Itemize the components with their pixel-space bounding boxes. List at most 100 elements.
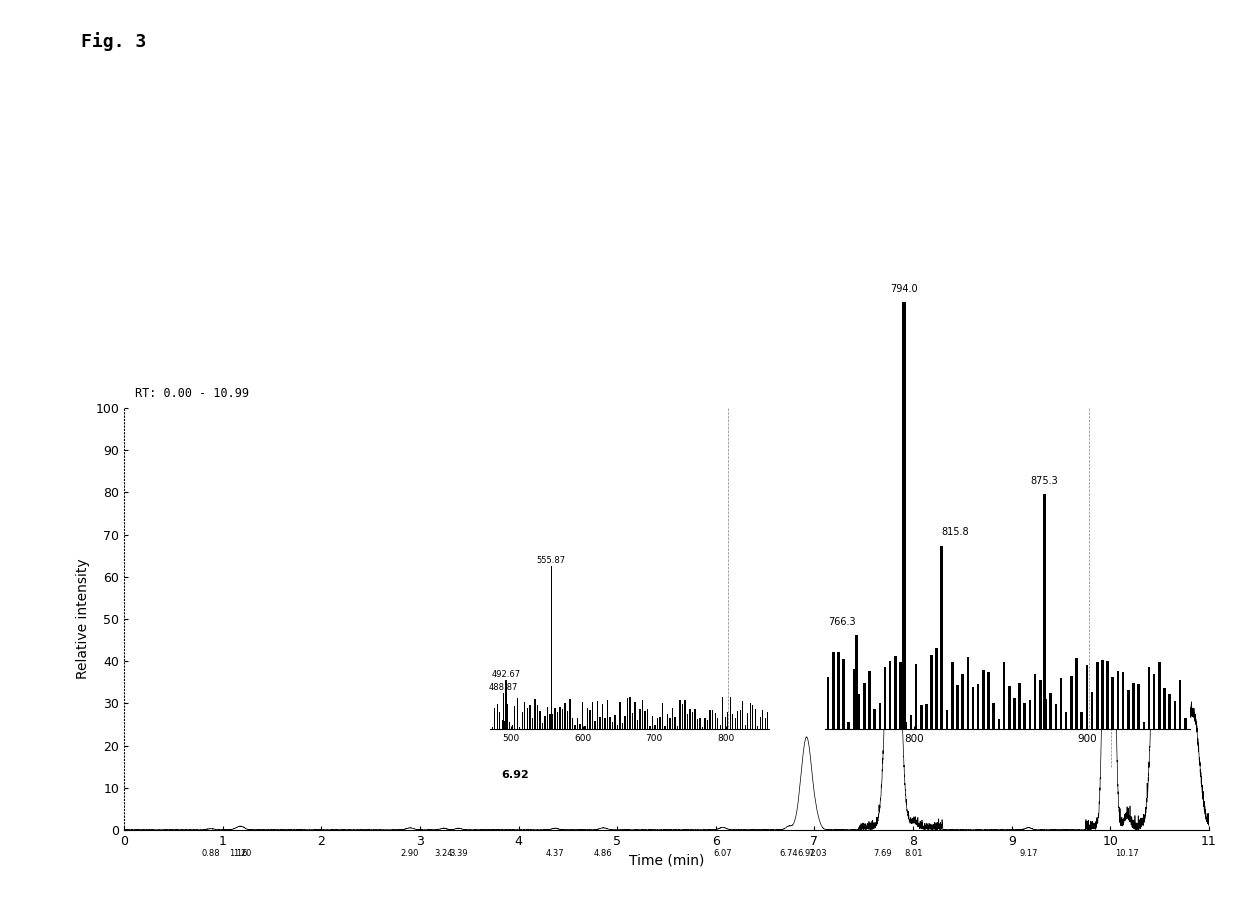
Bar xyxy=(889,661,892,729)
Text: Fig. 3: Fig. 3 xyxy=(81,32,146,51)
Bar xyxy=(574,724,575,729)
Bar xyxy=(1117,671,1120,729)
Bar xyxy=(500,712,501,729)
Bar xyxy=(662,703,663,729)
Bar xyxy=(520,727,521,729)
Bar xyxy=(1075,657,1078,729)
Bar xyxy=(1173,702,1177,729)
Bar xyxy=(697,719,698,729)
Bar xyxy=(677,726,678,729)
Bar xyxy=(1080,713,1083,729)
Bar xyxy=(729,697,730,729)
Bar xyxy=(734,718,735,729)
Bar xyxy=(506,680,507,729)
Bar xyxy=(746,713,749,729)
Bar xyxy=(507,704,508,729)
Bar xyxy=(660,717,661,729)
Bar xyxy=(614,715,615,729)
Bar xyxy=(987,672,990,729)
Bar xyxy=(609,717,610,729)
Bar xyxy=(630,697,631,729)
Bar xyxy=(768,712,769,729)
Bar xyxy=(1106,661,1109,729)
Bar xyxy=(680,701,681,729)
Bar xyxy=(564,702,565,729)
Bar xyxy=(992,703,994,729)
Text: 6.74: 6.74 xyxy=(780,849,799,858)
Bar xyxy=(670,718,671,729)
Bar xyxy=(765,718,766,729)
Bar xyxy=(935,647,937,729)
Bar xyxy=(599,716,600,729)
Bar xyxy=(539,711,541,729)
Bar xyxy=(551,567,552,729)
Bar xyxy=(596,701,598,729)
Bar xyxy=(842,658,844,729)
Bar xyxy=(853,668,856,729)
Bar xyxy=(1101,659,1104,729)
Bar xyxy=(1013,698,1016,729)
Bar xyxy=(832,652,835,729)
Bar xyxy=(763,710,764,729)
Bar xyxy=(517,698,518,729)
Bar xyxy=(1003,662,1006,729)
Bar xyxy=(647,709,649,729)
Text: 0.88: 0.88 xyxy=(201,849,221,858)
Bar xyxy=(858,694,861,729)
Bar xyxy=(572,717,573,729)
Bar xyxy=(1168,694,1171,729)
Bar xyxy=(534,699,536,729)
Bar xyxy=(1148,668,1151,729)
Bar xyxy=(930,656,932,729)
Bar xyxy=(682,704,683,729)
Bar xyxy=(562,709,563,729)
Bar xyxy=(549,713,551,729)
Bar xyxy=(637,720,639,729)
Bar xyxy=(904,722,906,729)
Bar xyxy=(827,677,830,729)
Bar xyxy=(837,653,839,729)
Bar xyxy=(672,708,673,729)
Bar xyxy=(594,722,595,729)
Bar xyxy=(707,720,708,729)
Bar xyxy=(966,657,970,729)
Bar xyxy=(961,674,963,729)
Bar xyxy=(515,706,516,729)
Bar xyxy=(712,710,713,729)
Text: 3.39: 3.39 xyxy=(449,849,467,858)
Bar xyxy=(1070,676,1073,729)
Bar xyxy=(529,705,531,729)
Bar xyxy=(512,724,513,729)
Bar xyxy=(1127,691,1130,729)
Bar xyxy=(1111,677,1114,729)
Bar xyxy=(547,707,548,729)
Bar xyxy=(577,718,578,729)
Bar xyxy=(552,714,553,729)
Text: 9.96: 9.96 xyxy=(1063,614,1094,627)
Bar xyxy=(1085,665,1089,729)
Bar xyxy=(1179,679,1182,729)
Bar xyxy=(495,708,496,729)
Bar xyxy=(627,698,629,729)
Bar xyxy=(722,697,723,729)
Bar xyxy=(903,303,905,729)
Bar xyxy=(554,708,556,729)
X-axis label: Time (min): Time (min) xyxy=(629,854,704,867)
Text: 6.92: 6.92 xyxy=(797,849,816,858)
Bar xyxy=(497,704,498,729)
Bar xyxy=(582,702,583,729)
Bar xyxy=(655,725,656,729)
Bar xyxy=(868,671,870,729)
Text: 3.24: 3.24 xyxy=(434,849,453,858)
Bar xyxy=(491,727,494,729)
Bar xyxy=(749,703,751,729)
Bar xyxy=(751,705,754,729)
Bar xyxy=(702,726,703,729)
Bar xyxy=(579,724,580,729)
Bar xyxy=(940,546,944,729)
Bar xyxy=(863,683,866,729)
Bar xyxy=(946,711,949,729)
Bar xyxy=(640,709,641,729)
Bar xyxy=(544,716,546,729)
Bar xyxy=(692,712,693,729)
